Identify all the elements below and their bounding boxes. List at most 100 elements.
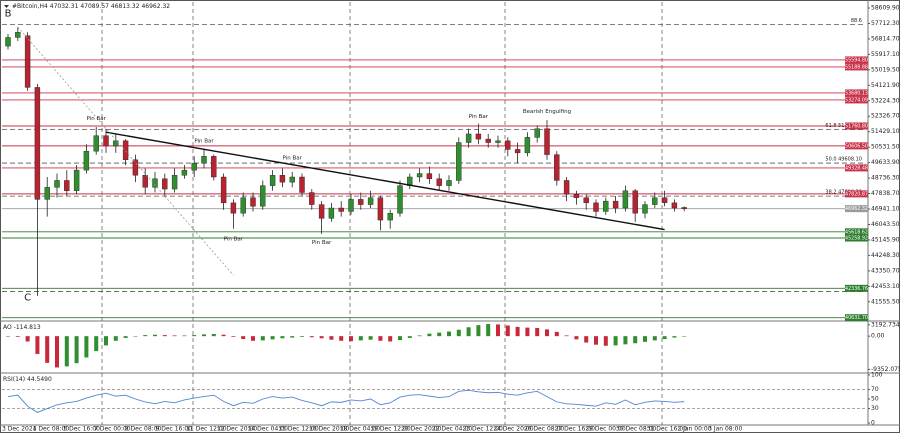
y-tick-label: 100 (871, 372, 883, 379)
ao-bar (241, 336, 246, 339)
candle-body (593, 202, 599, 212)
candle-body (456, 142, 462, 181)
price-tag (845, 96, 868, 104)
y-tick-label: 0.00 (871, 333, 885, 340)
candle-body (632, 190, 638, 214)
x-tick-label: 19 Dec 12:00 (370, 426, 411, 433)
annotation: Pin Bar (283, 156, 303, 162)
candle-body (524, 137, 531, 154)
ao-bar (25, 336, 30, 342)
ao-bar (231, 336, 236, 337)
y-tick-label: 43350.70 (871, 267, 900, 274)
ao-bar (309, 336, 314, 338)
candle-body (181, 169, 188, 176)
y-tick-label: 53224.30 (871, 97, 900, 104)
ao-bar (319, 336, 324, 339)
x-tick-label: 22 Dec 04:00 (432, 426, 473, 433)
ao-bar (466, 327, 471, 337)
x-tick-label: 2 Jan 00:00 (677, 426, 711, 433)
candle-body (426, 173, 433, 179)
price-tag (845, 142, 868, 150)
y-tick-label: 49633.90 (871, 159, 900, 166)
candle-body (54, 180, 60, 188)
y-tick-label: 54121.90 (871, 82, 900, 89)
annotation: Pin Bar (469, 114, 489, 120)
price-tag-label: 55594.80 (845, 57, 868, 63)
ao-bar (84, 336, 89, 358)
drawn-line (17, 26, 234, 276)
candle-body (681, 207, 687, 209)
candle-body (514, 149, 521, 154)
ao-bar (45, 336, 50, 363)
x-tick-label: 9 Dec 16:00 (156, 426, 193, 433)
candle-body (416, 173, 423, 178)
candle-body (162, 178, 168, 190)
y-tick-label: 58609.90 (871, 4, 900, 11)
fib-label: 38.2 47690.30 (825, 190, 862, 196)
x-tick-label: 3 Dec 2021 (2, 426, 37, 433)
ao-bar (172, 335, 177, 337)
y-tick-label: 0 (871, 420, 875, 427)
y-tick-label: 55917.10 (871, 51, 900, 58)
candle-body (5, 37, 11, 47)
x-tick-label: 8 Dec 08:00 (125, 426, 162, 433)
ao-bar (417, 335, 422, 337)
y-tick-label: 57712.30 (871, 20, 900, 27)
x-tick-label: 11 Dec 12:00 (186, 426, 227, 433)
ao-bar (211, 334, 216, 337)
ao-bar (123, 336, 128, 338)
ao-bar (623, 336, 628, 345)
ao-bar (300, 336, 304, 337)
x-tick-label: 18 Dec 04:00 (340, 426, 381, 433)
x-tick-label: 16 Dec 20:00 (309, 426, 350, 433)
y-tick-label: 50 (871, 396, 879, 403)
ao-bar (202, 334, 206, 337)
x-tick-label: 7 Dec 00:00 (94, 426, 131, 433)
x-tick-label: 14 Dec 04:00 (248, 426, 289, 433)
price-tag-label: 53274.09 (845, 97, 868, 103)
candle-body (387, 212, 393, 221)
ao-bar (153, 334, 157, 337)
ao-bar (613, 336, 618, 346)
candle-body (122, 140, 129, 160)
rsi-line (7, 389, 685, 413)
ao-bar (476, 325, 481, 337)
y-tick-label: 52326.70 (871, 113, 900, 120)
x-tick-label: 15 Dec 12:00 (278, 426, 319, 433)
x-tick-label: 3 Jan 08:00 (708, 426, 742, 433)
price-tag (845, 234, 868, 242)
candle-body (436, 178, 442, 186)
ao-bar (368, 336, 373, 340)
candle-body (299, 176, 305, 193)
x-tick-label: 24 Dec 20:00 (493, 426, 534, 433)
price-tag-label: 45258.92 (845, 236, 868, 242)
candle-body (328, 207, 335, 219)
rsi-header: RSI(14) 44.5490 (3, 376, 52, 383)
price-tag-label: 55188.88 (845, 64, 868, 70)
ao-bar (672, 336, 677, 338)
ao-bar (64, 336, 69, 367)
candle-body (554, 154, 560, 181)
menu-arrow[interactable] (4, 5, 9, 8)
candle-body (93, 135, 99, 152)
annotation: C (24, 293, 31, 304)
ao-bar (329, 336, 334, 340)
y-tick-label: 44248.30 (871, 252, 900, 259)
ao-bar (525, 327, 530, 337)
ao-bar (192, 335, 197, 337)
ao-bar (133, 336, 138, 337)
candle-body (338, 207, 344, 212)
chart-header: #Bitcoin,H4 47032.31 47089.57 46813.32 4… (12, 3, 170, 10)
candle-body (269, 175, 276, 186)
ao-bar (398, 336, 402, 341)
candle-body (367, 197, 374, 205)
ao-bar (104, 336, 108, 346)
candle-body (642, 204, 648, 214)
x-tick-label: 30 Dec 08:00 (616, 426, 657, 433)
price-tag-label: 49328.48 (845, 165, 868, 171)
ao-bar (35, 336, 40, 354)
annotation: Pin Bar (194, 138, 214, 144)
ao-bar (349, 336, 353, 342)
price-tag (845, 122, 868, 130)
